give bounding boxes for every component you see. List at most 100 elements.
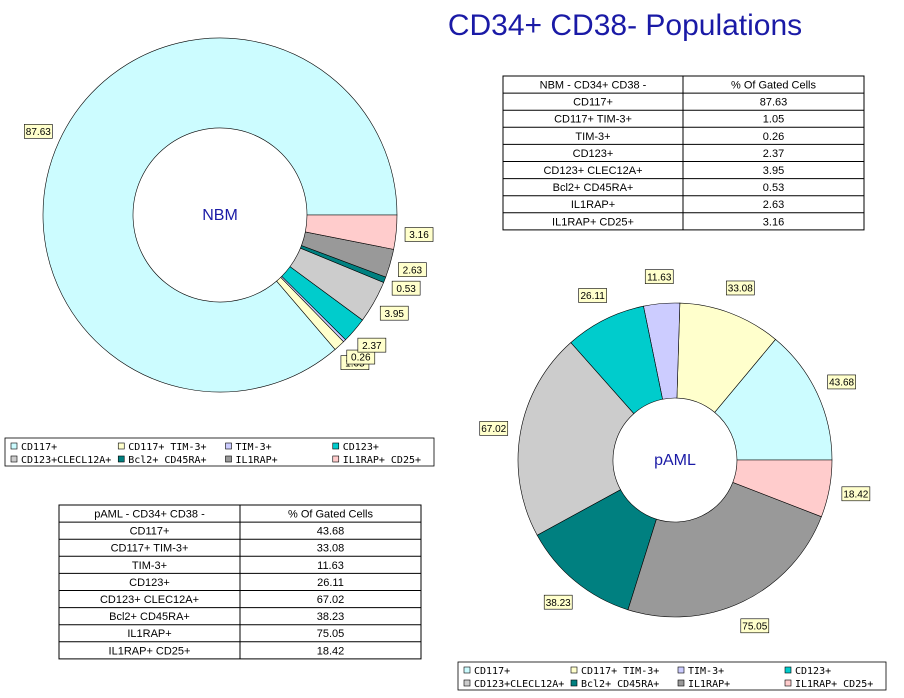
- table-cell: IL1RAP+ CD25+: [109, 645, 191, 657]
- table-cell: IL1RAP+: [127, 628, 171, 640]
- table-cell: IL1RAP+: [571, 199, 615, 211]
- table-cell: CD123+ CLEC12A+: [543, 165, 642, 177]
- table-cell: 75.05: [317, 628, 345, 640]
- table-cell: 26.11: [317, 577, 344, 589]
- donut-slice: [42, 37, 398, 393]
- legend-swatch: [570, 666, 578, 674]
- legend-label: IL1RAP+: [236, 455, 278, 466]
- table-cell: 33.08: [317, 543, 345, 555]
- table-cell: 3.95: [763, 165, 784, 177]
- legend-label: CD123+: [795, 666, 831, 677]
- data-label: 11.63: [647, 272, 672, 283]
- table-cell: CD123+: [129, 577, 170, 589]
- legend-label: TIM-3+: [236, 442, 272, 453]
- legend-label: IL1RAP+: [688, 679, 730, 690]
- center-label: pAML: [654, 452, 696, 469]
- data-label-box: [740, 618, 770, 634]
- legend-label: CD123+CLECL12A+: [474, 679, 564, 690]
- figure-title: CD34+ CD38- Populations: [448, 9, 802, 42]
- data-label-box: [24, 124, 53, 139]
- legend-label: TIM-3+: [688, 666, 724, 677]
- data-label-box: [479, 421, 509, 436]
- donut-slice: [304, 214, 398, 250]
- legend-swatch: [225, 455, 232, 463]
- table-cell: 1.05: [763, 114, 784, 126]
- legend-label: CD123+: [343, 442, 379, 453]
- data-label-box: [578, 288, 607, 303]
- legend-swatch: [463, 666, 471, 674]
- data-label: 18.42: [843, 489, 868, 500]
- legend-box: [4, 437, 435, 467]
- data-label: 67.02: [481, 424, 506, 435]
- table-header: % Of Gated Cells: [288, 508, 373, 520]
- legend-label: IL1RAP+ CD25+: [795, 679, 873, 690]
- legend-swatch: [117, 455, 125, 463]
- table-header: % Of Gated Cells: [731, 79, 816, 91]
- data-label-box: [841, 486, 871, 502]
- donut-slice: [517, 342, 635, 536]
- data-label: 38.23: [546, 598, 571, 609]
- table-cell: 3.16: [763, 216, 784, 228]
- donut-slice: [714, 338, 833, 461]
- legend-swatch: [677, 666, 685, 674]
- legend-swatch: [677, 679, 685, 687]
- legend-label: Bcl2+ CD45RA+: [581, 679, 659, 690]
- legend-label: CD123+CLECL12A+: [21, 455, 111, 466]
- table-cell: IL1RAP+ CD25+: [552, 216, 634, 228]
- legend-swatch: [784, 666, 792, 674]
- legend-label: CD117+: [21, 442, 57, 453]
- legend-swatch: [332, 455, 340, 463]
- data-label: 0.26: [351, 353, 371, 364]
- legend-box: [457, 661, 887, 691]
- legend-label: IL1RAP+ CD25+: [343, 455, 421, 466]
- data-label: 75.05: [742, 621, 767, 632]
- legend-swatch: [570, 679, 578, 687]
- table-cell: TIM-3+: [132, 560, 167, 572]
- table-cell: TIM-3+: [575, 131, 610, 143]
- table-cell: 43.68: [317, 526, 345, 538]
- legend-swatch: [117, 442, 125, 450]
- table-cell: Bcl2+ CD45RA+: [553, 182, 634, 194]
- data-label: 26.11: [580, 291, 605, 302]
- table-cell: 11.63: [317, 560, 344, 572]
- legend-label: CD117+ TIM-3+: [128, 442, 206, 453]
- table-cell: 87.63: [760, 97, 788, 109]
- donut-slice: [627, 482, 822, 618]
- donut-slice: [732, 459, 833, 518]
- table-cell: 2.37: [763, 148, 784, 160]
- data-label: 87.63: [26, 127, 51, 138]
- data-label: 3.16: [409, 230, 429, 241]
- table-cell: CD123+ CLEC12A+: [100, 594, 199, 606]
- data-label-box: [379, 305, 409, 321]
- legend-label: CD117+: [474, 666, 510, 677]
- data-label: 2.63: [403, 265, 423, 276]
- table-header: NBM - CD34+ CD38 -: [540, 79, 647, 91]
- table-cell: 0.53: [763, 182, 784, 194]
- data-label: 0.53: [396, 284, 416, 295]
- table-cell: Bcl2+ CD45RA+: [109, 611, 190, 623]
- table-cell: 0.26: [763, 131, 784, 143]
- table-cell: CD117+ TIM-3+: [111, 543, 189, 555]
- table-cell: CD123+: [573, 148, 614, 160]
- data-label: 3.95: [385, 309, 405, 320]
- data-label-box: [644, 269, 674, 284]
- table-cell: 38.23: [317, 611, 345, 623]
- legend-swatch: [463, 679, 471, 687]
- legend-swatch: [784, 679, 792, 687]
- data-label-box: [357, 337, 387, 353]
- data-label-box: [404, 227, 434, 242]
- data-label-box: [543, 594, 573, 610]
- table-cell: 2.63: [763, 199, 784, 211]
- table-cell: 18.42: [317, 645, 345, 657]
- center-label: NBM: [202, 207, 238, 224]
- legend-swatch: [332, 442, 340, 450]
- data-label-box: [391, 280, 421, 296]
- data-label: 2.37: [362, 341, 382, 352]
- data-label-box: [398, 262, 427, 277]
- data-label-box: [827, 374, 856, 390]
- table-cell: CD117+: [130, 526, 170, 538]
- legend-label: Bcl2+ CD45RA+: [128, 455, 206, 466]
- table-header: pAML - CD34+ CD38 -: [94, 508, 205, 520]
- legend-label: CD117+ TIM-3+: [581, 666, 659, 677]
